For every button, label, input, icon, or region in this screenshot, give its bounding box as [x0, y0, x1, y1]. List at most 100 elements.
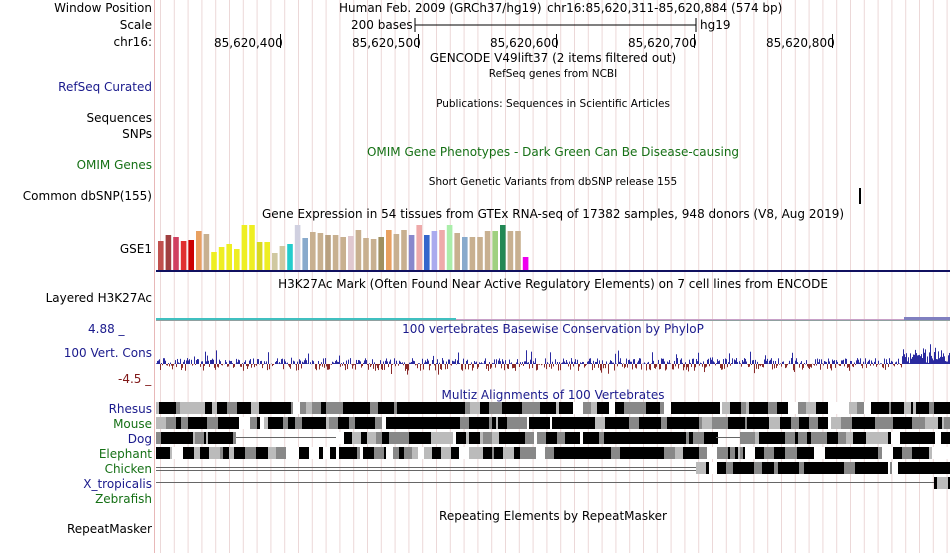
gtex-bar [378, 237, 384, 270]
h3k27ac-track-title[interactable]: H3K27Ac Mark (Often Found Near Active Re… [278, 277, 828, 291]
gtex-bar [279, 246, 286, 270]
chrom-label: chr16: [113, 35, 152, 49]
conservation-max-value: 4.88 _ [88, 322, 125, 336]
conservation-track-label[interactable]: 100 Vert. Cons [63, 346, 152, 360]
gtex-bar [500, 225, 506, 270]
gtex-bar [241, 225, 248, 270]
snps-group-label: SNPs [122, 127, 152, 141]
gtex-bar [348, 236, 354, 270]
ruler-tick [556, 34, 557, 48]
gtex-bar [264, 242, 270, 270]
ruler-tick-label: 85,620,800 [766, 36, 835, 50]
ruler-tick [694, 34, 695, 48]
gtex-bar [439, 230, 445, 270]
gtex-bar [272, 253, 278, 270]
species-label-rhesus[interactable]: Rhesus [108, 402, 152, 416]
refseq-track-title[interactable]: RefSeq genes from NCBI [488, 68, 618, 80]
multiz-track-title[interactable]: Multiz Alignments of 100 Vertebrates [441, 388, 665, 402]
gtex-bar [211, 252, 217, 270]
scale-label: Scale [119, 18, 152, 32]
gencode-track-title[interactable]: GENCODE V49lift37 (2 items filtered out) [429, 51, 677, 65]
gtex-bar [454, 233, 460, 270]
gtex-expression-chart[interactable] [156, 222, 536, 270]
ruler-tick [832, 34, 833, 48]
gtex-bar [446, 225, 453, 270]
gtex-bar [408, 235, 415, 270]
refseq-track-label[interactable]: RefSeq Curated [58, 80, 152, 94]
assembly-text: Human Feb. 2009 (GRCh37/hg19) [339, 1, 542, 15]
gtex-bar [226, 244, 232, 270]
db-text: hg19 [700, 18, 731, 32]
ruler-tick [280, 34, 281, 48]
gtex-bar [332, 235, 339, 270]
gtex-bar [218, 247, 225, 270]
gtex-bar [234, 249, 240, 270]
gtex-bar [462, 237, 468, 270]
gtex-bar [393, 234, 400, 270]
gtex-track-title[interactable]: Gene Expression in 54 tissues from GTEx … [261, 207, 845, 221]
dbsnp-track-label[interactable]: Common dbSNP(155) [22, 189, 152, 203]
repeatmasker-track-label[interactable]: RepeatMasker [66, 522, 152, 536]
species-label-mouse[interactable]: Mouse [113, 417, 152, 431]
species-label-dog[interactable]: Dog [127, 432, 152, 446]
snp-variant-mark[interactable] [859, 188, 861, 204]
omim-track-label[interactable]: OMIM Genes [76, 158, 152, 172]
sequences-track-label[interactable]: Sequences [86, 111, 152, 125]
gtex-gene-line [156, 270, 950, 272]
gtex-bar [355, 230, 362, 270]
gtex-bar [507, 231, 514, 270]
gtex-bar [484, 231, 491, 270]
gtex-bar [310, 232, 316, 270]
gtex-bar [386, 230, 392, 270]
publications-track-title[interactable]: Publications: Sequences in Scientific Ar… [436, 98, 670, 110]
gtex-bar [256, 242, 263, 270]
multiz-alignment-blocks[interactable] [156, 402, 950, 492]
gtex-bar [363, 238, 369, 270]
position-text[interactable]: chr16:85,620,311-85,620,884 (574 bp) [547, 1, 783, 15]
gtex-bar [196, 231, 202, 270]
gtex-bar [165, 235, 172, 270]
gtex-bar [180, 241, 187, 270]
gtex-bar [340, 237, 346, 270]
species-label-chicken[interactable]: Chicken [104, 462, 152, 476]
gtex-bar [469, 237, 476, 270]
gtex-bar [401, 230, 407, 270]
gtex-bar [515, 231, 521, 270]
gtex-bar [325, 235, 331, 270]
gtex-bar [416, 225, 422, 270]
gtex-bar [302, 238, 308, 270]
ruler-tick-label: 85,620,700 [628, 36, 697, 50]
h3k27ac-signal [156, 317, 950, 321]
dbsnp-track-title[interactable]: Short Genetic Variants from dbSNP releas… [428, 176, 678, 188]
h3k27ac-track-label[interactable]: Layered H3K27Ac [45, 291, 152, 305]
gtex-bar [431, 231, 438, 270]
gtex-bar [477, 237, 483, 270]
gtex-track-label[interactable]: GSE1 [119, 242, 152, 256]
gtex-bar [249, 225, 255, 270]
ruler-tick [418, 34, 419, 48]
gtex-bar [188, 240, 194, 270]
gtex-bar [317, 233, 324, 270]
gtex-bar [522, 257, 529, 270]
conservation-wiggle[interactable] [156, 336, 950, 382]
scale-text: 200 bases [351, 18, 413, 32]
species-label-elephant[interactable]: Elephant [98, 447, 152, 461]
species-label-zebrafish[interactable]: Zebrafish [95, 492, 152, 506]
gtex-bar [370, 239, 377, 270]
gtex-bar [424, 235, 430, 270]
gtex-bar [492, 231, 498, 270]
ruler-tick-label: 85,620,600 [490, 36, 559, 50]
conservation-track-title[interactable]: 100 vertebrates Basewise Conservation by… [402, 322, 704, 336]
species-label-x-tropicalis[interactable]: X_tropicalis [83, 477, 152, 491]
gtex-bar [158, 241, 164, 270]
ruler-gridlines [160, 0, 948, 553]
conservation-min-value: -4.5 _ [118, 372, 152, 386]
track-label-separator [154, 0, 155, 553]
gtex-bar [203, 234, 210, 270]
ruler-tick-label: 85,620,500 [352, 36, 421, 50]
omim-track-title[interactable]: OMIM Gene Phenotypes - Dark Green Can Be… [366, 145, 740, 159]
ruler-tick-label: 85,620,400 [214, 36, 283, 50]
repeatmasker-track-title[interactable]: Repeating Elements by RepeatMasker [439, 509, 667, 523]
window-position-label: Window Position [54, 1, 152, 15]
scale-bar [414, 18, 697, 32]
